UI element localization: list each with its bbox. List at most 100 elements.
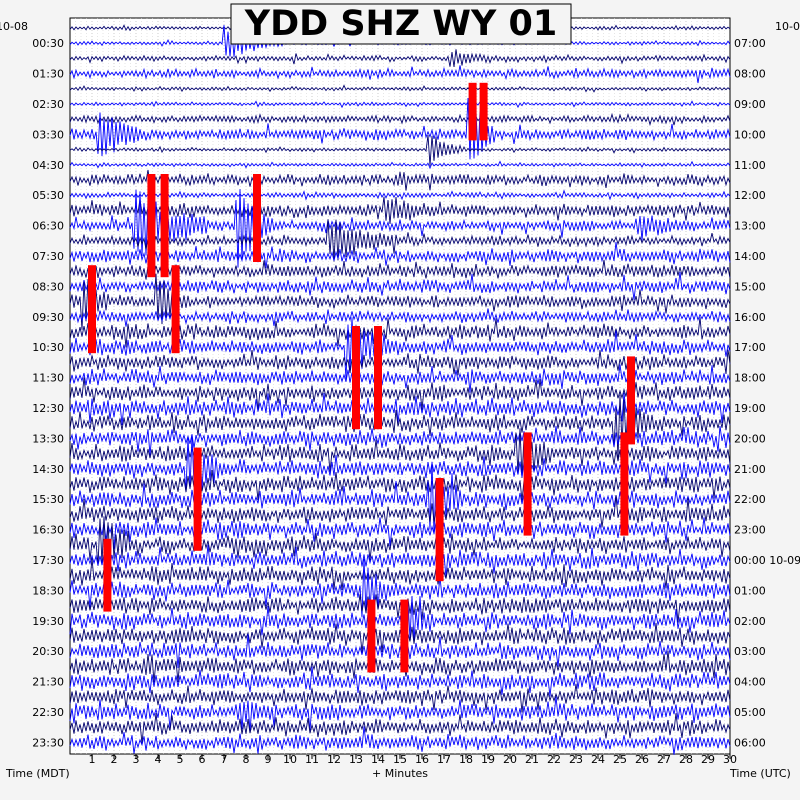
trace-row [69,196,731,225]
right-time-label: 13:00 [734,220,766,233]
right-time-label: 01:00 [734,584,766,597]
left-time-label: 10:30 [32,341,64,354]
right-time-label: 06:00 [734,736,766,749]
trace-row [69,595,731,647]
trace-row [69,259,731,280]
x-tick-label: 1 [89,753,96,766]
x-tick-label: 30 [723,753,737,766]
trace-row [69,349,731,376]
right-time-label: 09:00 [734,98,766,111]
trace-row [69,683,731,713]
trace-row [69,134,731,166]
right-time-label: 18:00 [734,372,766,385]
trace-row [69,517,731,549]
clipped-segment [468,82,477,141]
x-tick-label: 12 [327,753,341,766]
x-tick-label: 24 [591,753,605,766]
x-tick-label: 29 [701,753,715,766]
x-tick-label: 9 [265,753,272,766]
x-tick-label: 23 [569,753,583,766]
clipped-segment [374,326,382,430]
x-tick-label: 11 [305,753,319,766]
clipped-segment [523,432,532,536]
left-time-label: 23:30 [32,736,64,749]
clipped-segment [88,265,96,354]
trace-row [69,461,731,535]
right-time-label: 23:00 [734,524,766,537]
right-time-label: 07:00 [734,37,766,50]
right-time-label: 17:00 [734,341,766,354]
trace-row [69,558,731,590]
x-tick-label: 5 [177,753,184,766]
right-time-label: 03:00 [734,645,766,658]
title-box [230,3,572,45]
clipped-segment [103,538,112,612]
corner-date-right: 10-09 [775,20,800,33]
left-time-label: 09:30 [32,311,64,324]
chart-title: YDD SHZ WY 01 [244,4,558,44]
clip-layer [88,82,635,673]
clipped-segment [352,326,360,430]
left-time-label: 18:30 [32,584,64,597]
x-tick-label: 13 [349,753,363,766]
trace-row [69,726,731,755]
trace-row [69,160,731,170]
right-axis-label: Time (UTC) [729,767,791,780]
trace-row [69,49,731,68]
x-tick-label: 22 [547,753,561,766]
right-time-label: 15:00 [734,280,766,293]
trace-row [69,364,731,393]
left-time-label: 02:30 [32,98,64,111]
left-time-label: 15:30 [32,493,64,506]
trace-row [69,544,731,578]
clipped-segment [193,447,202,551]
x-tick-label: 21 [525,753,539,766]
trace-row [69,189,731,268]
right-time-label: 19:00 [734,402,766,415]
clipped-segment [479,82,488,141]
x-tick-label: 20 [503,753,517,766]
clipped-segment [400,599,409,673]
left-axis-label: Time (MDT) [5,767,70,780]
trace-row [69,428,731,478]
trace-row [69,516,731,566]
clipped-segment [147,174,156,278]
trace-row [69,470,731,501]
left-time-label: 14:30 [32,463,64,476]
trace-row [69,435,731,492]
left-time-label: 21:30 [32,676,64,689]
x-tick-label: 17 [437,753,451,766]
x-tick-label: 7 [221,753,228,766]
x-tick-label: 18 [459,753,473,766]
right-time-label: 22:00 [734,493,766,506]
clipped-segment [620,432,629,536]
right-time-label: 21:00 [734,463,766,476]
clipped-segment [171,265,180,354]
x-tick-label: 3 [133,753,140,766]
trace-row [69,696,731,733]
x-axis-label: + Minutes [372,767,428,780]
left-time-label: 11:30 [32,372,64,385]
right-time-label: 11:00 [734,159,766,172]
trace-row [69,112,731,127]
x-tick-label: 28 [679,753,693,766]
right-time-label: 02:00 [734,615,766,628]
trace-row [69,273,731,330]
left-time-label: 07:30 [32,250,64,263]
trace-row [69,425,731,456]
clipped-segment [435,478,444,582]
trace-layer [69,24,731,755]
left-time-label: 08:30 [32,280,64,293]
trace-row [69,317,731,379]
trace-row [69,713,731,745]
left-time-label: 00:30 [32,37,64,50]
right-time-label: 16:00 [734,311,766,324]
trace-row [69,317,731,348]
label-layer: 00:30 01:30 02:30 03:30 04:30 05:30 06:30 07:30… [32,37,800,766]
x-tick-label: 15 [393,753,407,766]
trace-row [69,189,731,202]
trace-row [69,394,731,458]
trace-row [69,219,731,262]
trace-row [69,377,731,411]
